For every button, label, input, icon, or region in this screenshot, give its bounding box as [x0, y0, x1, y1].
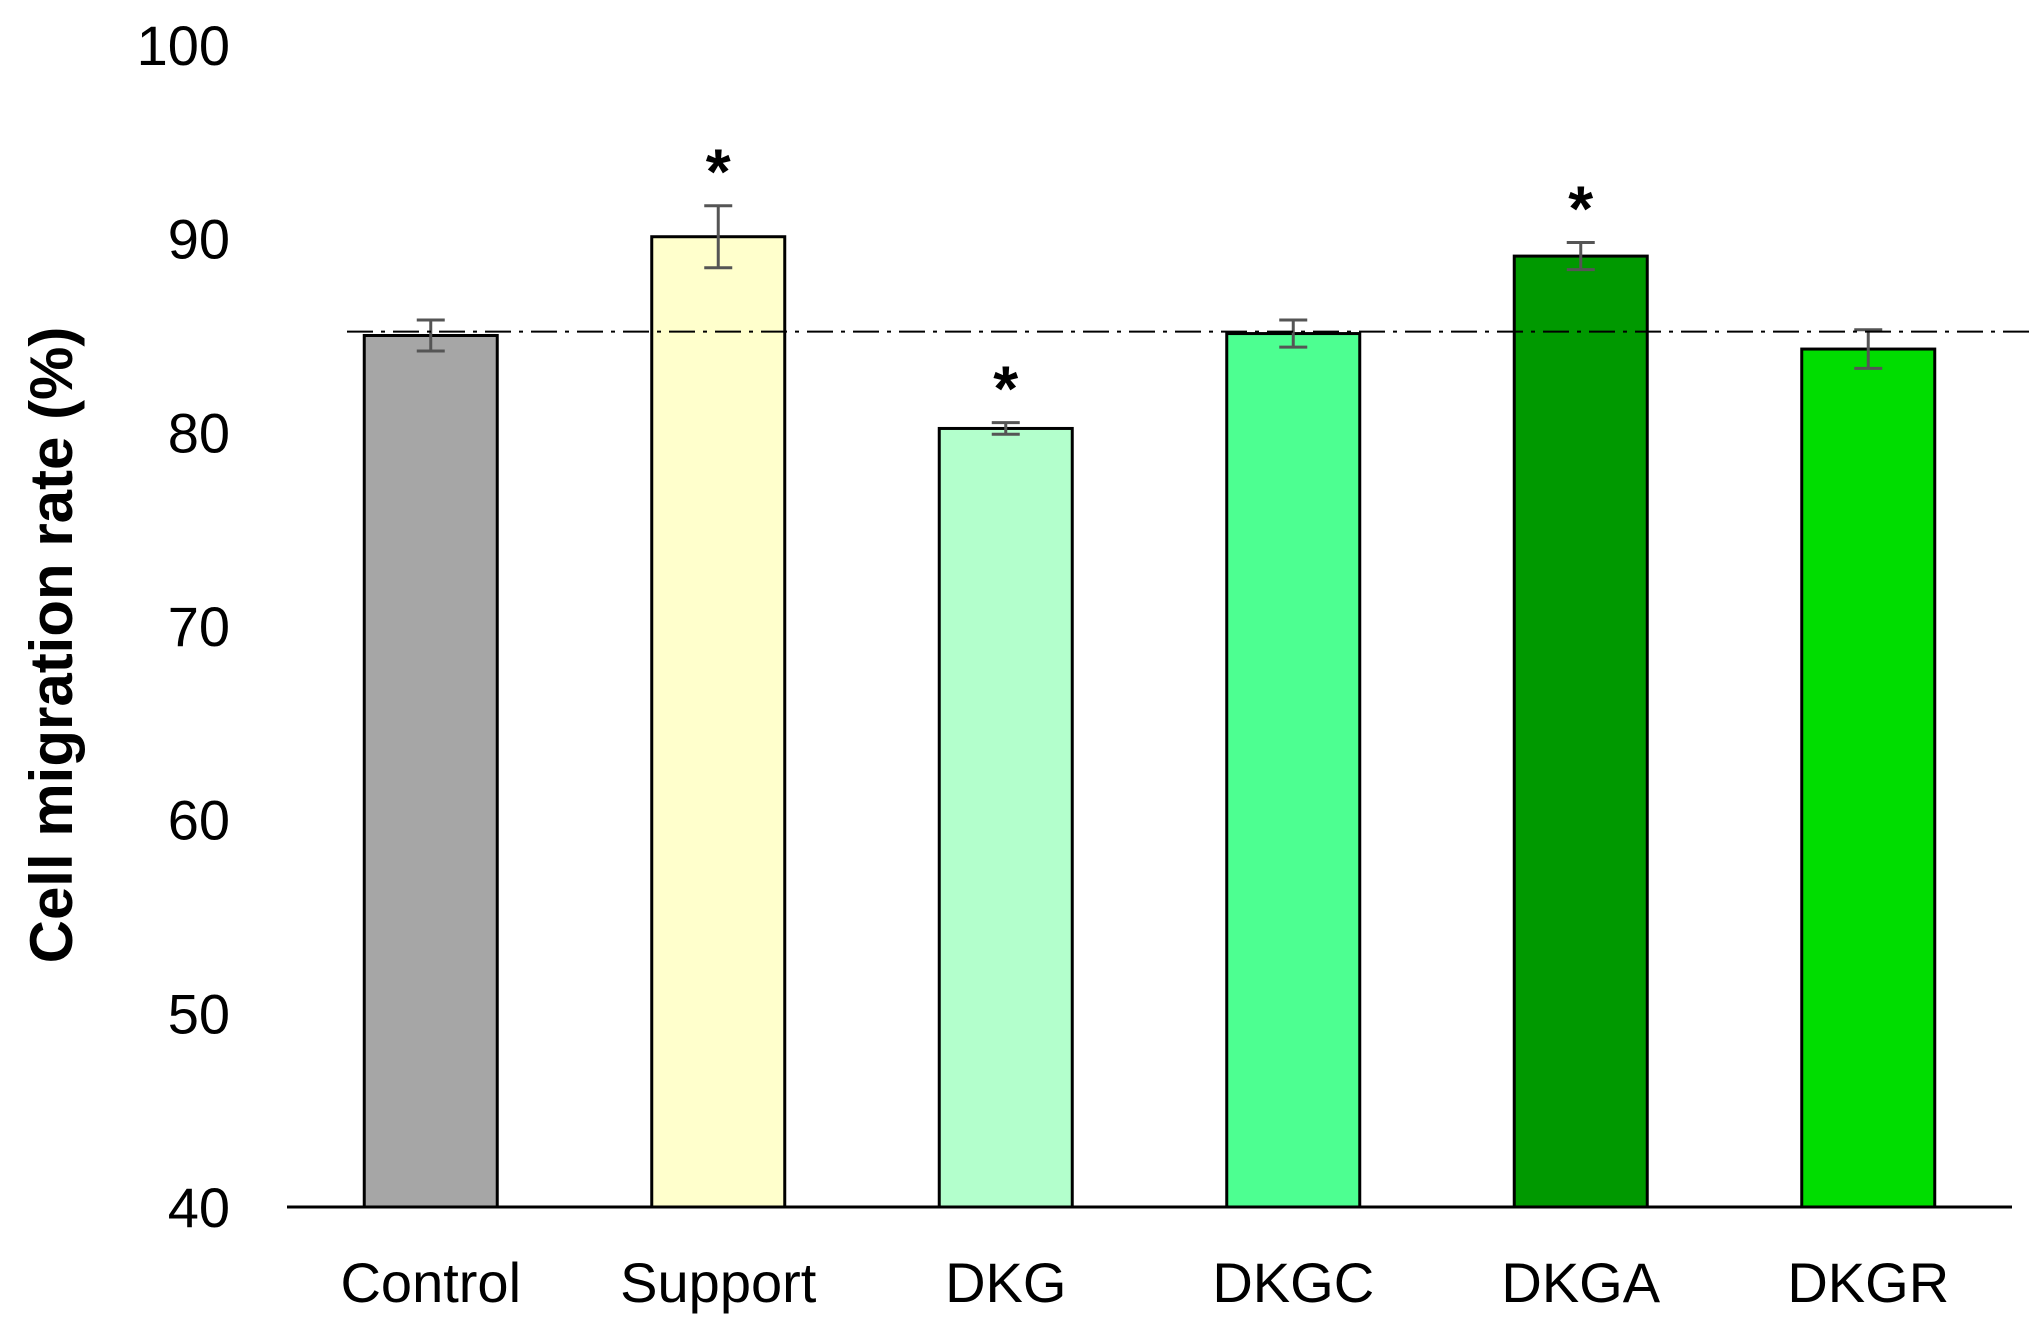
bar [1800, 347, 1937, 1209]
significance-marker: * [993, 353, 1018, 425]
significance-marker: * [1568, 173, 1593, 245]
y-tick-label: 50 [168, 982, 230, 1045]
significance-marker: * [706, 136, 731, 208]
x-tick-label: Support [620, 1251, 817, 1314]
bar [1512, 254, 1649, 1209]
x-tick-label: DKGR [1787, 1251, 1949, 1314]
bar [1225, 332, 1362, 1209]
y-tick-label: 90 [168, 208, 230, 271]
bar [362, 334, 499, 1209]
x-tick-label: Control [340, 1251, 521, 1314]
x-tick-label: DKG [945, 1251, 1066, 1314]
y-tick-label: 60 [168, 789, 230, 852]
y-tick-label: 70 [168, 595, 230, 658]
y-tick-label: 80 [168, 401, 230, 464]
y-tick-label: 100 [137, 14, 230, 77]
x-tick-label: DKGC [1212, 1251, 1374, 1314]
x-tick-label: DKGA [1501, 1251, 1660, 1314]
y-tick-label: 40 [168, 1176, 230, 1239]
bar [937, 426, 1074, 1209]
y-axis-label: Cell migration rate (%) [18, 327, 85, 964]
bar [650, 235, 787, 1209]
